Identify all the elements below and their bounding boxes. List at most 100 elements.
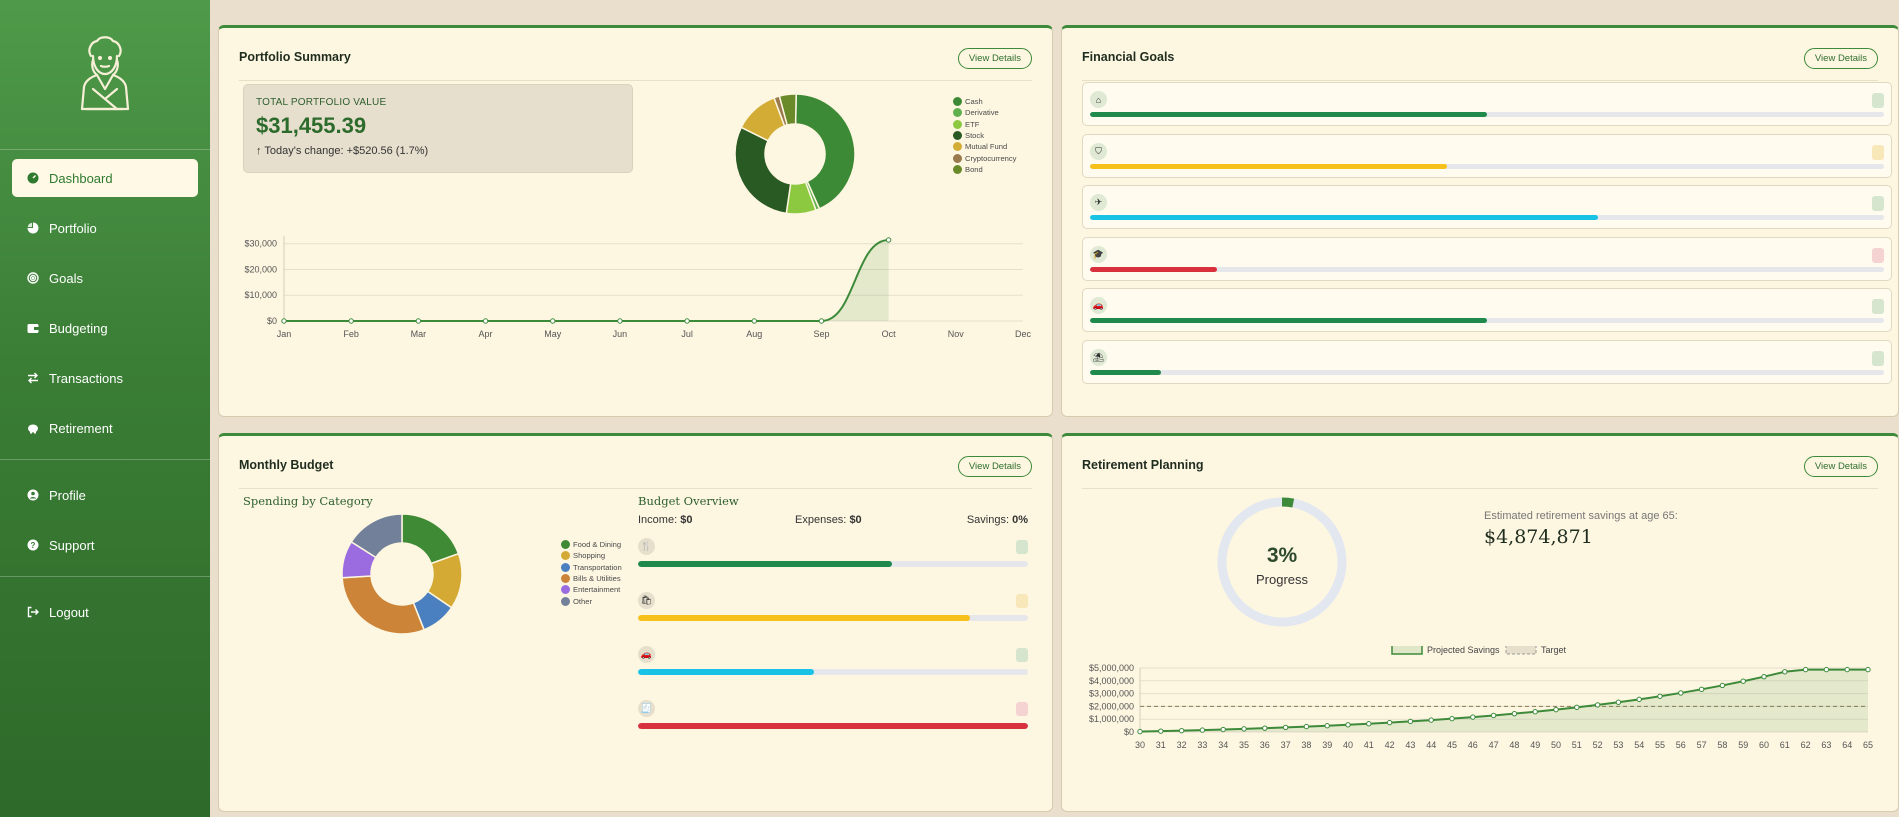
budget-category-row[interactable]: 🛍 xyxy=(638,592,1028,644)
data-point[interactable] xyxy=(1553,706,1559,713)
y-tick-label: $1,000,000 xyxy=(1089,714,1134,724)
data-point[interactable] xyxy=(1823,666,1830,673)
data-point[interactable] xyxy=(1490,712,1497,719)
sidebar-item-logout[interactable]: Logout xyxy=(12,593,198,631)
legend-item[interactable]: Bond xyxy=(953,164,1016,175)
x-tick-label: 55 xyxy=(1655,740,1665,750)
data-point[interactable] xyxy=(1657,693,1663,699)
sidebar-item-support[interactable]: ? Support xyxy=(12,526,198,564)
legend-swatch xyxy=(561,551,570,561)
data-point[interactable] xyxy=(617,318,623,324)
data-point[interactable] xyxy=(1428,717,1434,723)
legend-item[interactable]: Transportation xyxy=(561,562,622,573)
budget-slice-bills-utilities[interactable] xyxy=(341,575,426,635)
data-point[interactable] xyxy=(281,318,287,324)
legend-item[interactable]: Derivative xyxy=(953,107,1016,118)
sidebar-item-retirement[interactable]: Retirement xyxy=(12,409,198,447)
goal-item[interactable]: ⛱ xyxy=(1082,340,1892,384)
status-badge xyxy=(1872,247,1884,263)
data-point[interactable] xyxy=(1782,669,1788,675)
sidebar-item-profile[interactable]: Profile xyxy=(12,476,198,514)
data-point[interactable] xyxy=(1470,714,1476,720)
legend-swatch xyxy=(561,574,570,584)
data-point[interactable] xyxy=(818,318,825,324)
data-point[interactable] xyxy=(1802,666,1809,673)
sidebar-item-dashboard[interactable]: Dashboard xyxy=(12,159,198,197)
data-point[interactable] xyxy=(415,318,422,324)
data-point[interactable] xyxy=(1386,719,1393,726)
data-point[interactable] xyxy=(885,237,892,243)
data-point[interactable] xyxy=(1366,721,1372,727)
data-point[interactable] xyxy=(684,318,690,324)
data-point[interactable] xyxy=(1241,726,1247,732)
goal-item[interactable]: ⌂ xyxy=(1082,82,1892,126)
legend-item[interactable]: Shopping xyxy=(561,550,622,561)
data-point[interactable] xyxy=(1449,715,1455,722)
data-point[interactable] xyxy=(1511,710,1518,717)
data-point[interactable] xyxy=(1698,686,1705,693)
data-point[interactable] xyxy=(1407,718,1414,725)
data-point[interactable] xyxy=(1303,723,1310,730)
data-point[interactable] xyxy=(1761,673,1767,680)
legend-item[interactable]: Cash xyxy=(953,96,1016,107)
data-point[interactable] xyxy=(550,318,556,324)
data-point[interactable] xyxy=(1574,704,1580,711)
goal-progress-bar xyxy=(1090,318,1884,324)
data-point[interactable] xyxy=(1719,682,1726,689)
view-details-button[interactable]: View Details xyxy=(1803,48,1878,69)
sidebar-item-goals[interactable]: Goals xyxy=(12,259,198,297)
view-details-button[interactable]: View Details xyxy=(1803,456,1878,477)
data-point[interactable] xyxy=(1844,666,1850,673)
data-point[interactable] xyxy=(1282,724,1289,731)
portfolio-slice-bond[interactable] xyxy=(778,93,797,126)
legend-item[interactable]: Cryptocurrency xyxy=(953,152,1016,163)
legend-item[interactable]: ETF xyxy=(953,119,1016,130)
goal-item[interactable]: ✈ xyxy=(1082,185,1892,230)
legend-item[interactable]: Mutual Fund xyxy=(953,141,1016,152)
goal-item[interactable]: 🎓 xyxy=(1082,236,1892,281)
budget-category-row[interactable]: 🧾 xyxy=(638,700,1028,752)
portfolio-slice-stock[interactable] xyxy=(734,126,792,215)
budget-category-row[interactable]: 🍴 xyxy=(638,538,1028,590)
budget-slice-other[interactable] xyxy=(350,513,403,559)
sidebar-item-transactions[interactable]: Transactions xyxy=(12,359,198,397)
progress-label: Progress xyxy=(1255,572,1309,587)
goal-item[interactable]: 🚗 xyxy=(1082,288,1892,333)
budget-category-row[interactable]: 🚗 xyxy=(638,646,1028,698)
legend-item[interactable]: Bills & Utilities xyxy=(561,573,622,584)
spending-category-donut xyxy=(341,513,463,635)
goal-item[interactable]: ⛉ xyxy=(1082,133,1892,178)
sidebar-item-portfolio[interactable]: Portfolio xyxy=(12,209,198,247)
total-value-label: TOTAL PORTFOLIO VALUE xyxy=(256,97,387,108)
y-tick-label: $2,000,000 xyxy=(1089,701,1134,711)
data-point[interactable] xyxy=(751,318,757,324)
legend-item[interactable]: Other xyxy=(561,595,622,606)
view-details-button[interactable]: View Details xyxy=(957,456,1032,477)
data-point[interactable] xyxy=(1594,702,1601,708)
data-point[interactable] xyxy=(348,318,354,324)
status-badge xyxy=(1016,648,1028,662)
data-point[interactable] xyxy=(482,318,489,324)
data-point[interactable] xyxy=(1262,725,1268,731)
data-point[interactable] xyxy=(1324,723,1330,729)
data-point[interactable] xyxy=(1678,690,1684,696)
portfolio-slice-cash[interactable] xyxy=(794,93,856,210)
data-point[interactable] xyxy=(1345,722,1351,728)
legend-item[interactable]: Entertainment xyxy=(561,584,622,595)
data-point[interactable] xyxy=(1220,726,1226,733)
legend-item[interactable]: Food & Dining xyxy=(561,539,622,550)
legend-item[interactable]: Stock xyxy=(953,130,1016,141)
data-point[interactable] xyxy=(1158,728,1164,734)
sidebar-item-budgeting[interactable]: Budgeting xyxy=(12,309,198,347)
data-point[interactable] xyxy=(1137,728,1143,735)
data-point[interactable] xyxy=(1199,727,1206,733)
view-details-button[interactable]: View Details xyxy=(957,48,1032,69)
data-point[interactable] xyxy=(1740,678,1746,684)
data-point[interactable] xyxy=(1865,666,1871,673)
data-point[interactable] xyxy=(1636,696,1642,703)
x-tick-label: Jul xyxy=(681,329,693,339)
data-point[interactable] xyxy=(1615,699,1622,705)
x-tick-label: 38 xyxy=(1301,740,1311,750)
data-point[interactable] xyxy=(1532,709,1538,715)
data-point[interactable] xyxy=(1178,727,1185,734)
